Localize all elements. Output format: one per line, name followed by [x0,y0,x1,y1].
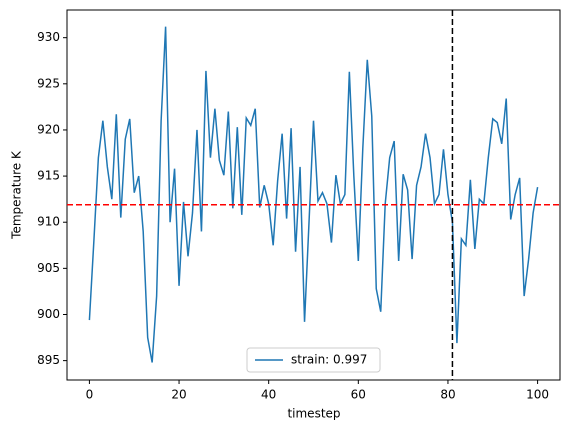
legend-label: strain: 0.997 [291,353,367,367]
x-tick-label: 40 [261,388,276,402]
x-tick-label: 20 [171,388,186,402]
y-tick-label: 930 [37,30,60,44]
y-axis-label: Temperature K [10,150,24,240]
y-tick-label: 915 [37,169,60,183]
y-tick-label: 920 [37,122,60,136]
x-tick-label: 80 [440,388,455,402]
x-tick-label: 0 [86,388,94,402]
x-axis-label: timestep [287,407,340,421]
y-tick-label: 925 [37,76,60,90]
x-tick-label: 60 [351,388,366,402]
y-tick-label: 905 [37,261,60,275]
y-tick-label: 910 [37,215,60,229]
data-line [88,26,539,363]
plot-frame [66,9,561,381]
y-tick-label: 900 [37,307,60,321]
legend-box [246,347,381,373]
x-tick-label: 100 [526,388,549,402]
y-tick-label: 895 [37,353,60,367]
